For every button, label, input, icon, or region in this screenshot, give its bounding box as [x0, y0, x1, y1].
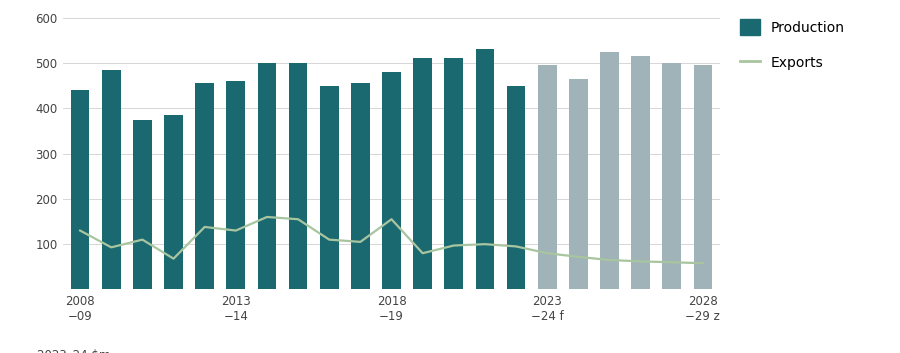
Bar [351, 83, 370, 289]
Bar [257, 63, 276, 289]
Bar [475, 49, 494, 289]
Bar [71, 90, 89, 289]
Bar [445, 59, 464, 289]
Bar [694, 65, 712, 289]
Bar [289, 63, 308, 289]
Bar [382, 72, 400, 289]
Bar [164, 115, 183, 289]
Bar [600, 52, 619, 289]
Bar [133, 120, 152, 289]
Bar [227, 81, 245, 289]
Bar [102, 70, 121, 289]
Text: 2023–24 $m: 2023–24 $m [37, 349, 110, 353]
Bar [507, 86, 526, 289]
Bar [631, 56, 650, 289]
Bar [320, 86, 338, 289]
Bar [662, 63, 681, 289]
Bar [538, 65, 556, 289]
Bar [413, 59, 432, 289]
Bar [569, 79, 588, 289]
Bar [195, 83, 214, 289]
Legend: Production, Exports: Production, Exports [740, 19, 844, 71]
